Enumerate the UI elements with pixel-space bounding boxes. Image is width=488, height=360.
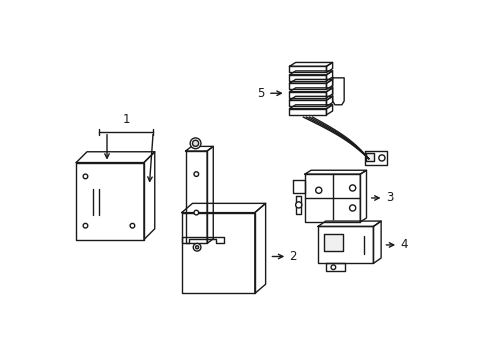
Polygon shape bbox=[185, 151, 207, 243]
Polygon shape bbox=[289, 80, 332, 83]
Circle shape bbox=[193, 243, 201, 251]
Polygon shape bbox=[326, 105, 332, 115]
Polygon shape bbox=[326, 80, 332, 89]
Circle shape bbox=[83, 223, 87, 228]
Circle shape bbox=[192, 140, 198, 147]
Polygon shape bbox=[326, 96, 332, 106]
Polygon shape bbox=[305, 174, 360, 222]
Polygon shape bbox=[289, 62, 332, 66]
Polygon shape bbox=[305, 170, 366, 174]
Polygon shape bbox=[326, 71, 332, 81]
Circle shape bbox=[349, 185, 355, 191]
Polygon shape bbox=[182, 237, 224, 243]
Circle shape bbox=[295, 202, 301, 208]
Polygon shape bbox=[76, 152, 154, 163]
Circle shape bbox=[330, 265, 335, 270]
Polygon shape bbox=[289, 71, 332, 75]
Polygon shape bbox=[332, 78, 344, 105]
Text: 5: 5 bbox=[257, 87, 264, 100]
Polygon shape bbox=[143, 152, 154, 239]
Polygon shape bbox=[325, 264, 344, 271]
Polygon shape bbox=[317, 221, 380, 226]
Polygon shape bbox=[373, 221, 380, 264]
Polygon shape bbox=[185, 147, 213, 151]
Polygon shape bbox=[364, 151, 386, 165]
Polygon shape bbox=[207, 147, 213, 243]
Polygon shape bbox=[293, 180, 305, 193]
Circle shape bbox=[194, 172, 198, 176]
Polygon shape bbox=[76, 163, 143, 239]
Polygon shape bbox=[360, 170, 366, 222]
Polygon shape bbox=[326, 88, 332, 98]
Text: 3: 3 bbox=[385, 192, 392, 204]
Polygon shape bbox=[289, 105, 332, 109]
Polygon shape bbox=[326, 62, 332, 72]
Polygon shape bbox=[289, 100, 326, 106]
Polygon shape bbox=[289, 75, 326, 81]
Text: 4: 4 bbox=[400, 238, 407, 251]
Polygon shape bbox=[366, 153, 373, 161]
Circle shape bbox=[195, 246, 198, 249]
Polygon shape bbox=[182, 203, 265, 213]
Polygon shape bbox=[295, 195, 301, 214]
Polygon shape bbox=[324, 234, 342, 251]
Text: 2: 2 bbox=[288, 250, 296, 263]
Circle shape bbox=[378, 155, 384, 161]
Polygon shape bbox=[289, 88, 332, 92]
Circle shape bbox=[349, 205, 355, 211]
Polygon shape bbox=[289, 109, 326, 115]
Polygon shape bbox=[182, 213, 254, 293]
Polygon shape bbox=[289, 92, 326, 98]
Polygon shape bbox=[317, 226, 373, 264]
Polygon shape bbox=[289, 83, 326, 89]
Polygon shape bbox=[289, 96, 332, 100]
Circle shape bbox=[190, 138, 201, 149]
Text: 1: 1 bbox=[122, 113, 130, 126]
Circle shape bbox=[83, 174, 87, 179]
Polygon shape bbox=[254, 203, 265, 293]
Polygon shape bbox=[289, 66, 326, 72]
Circle shape bbox=[194, 210, 198, 215]
Circle shape bbox=[130, 223, 135, 228]
Circle shape bbox=[315, 187, 321, 193]
